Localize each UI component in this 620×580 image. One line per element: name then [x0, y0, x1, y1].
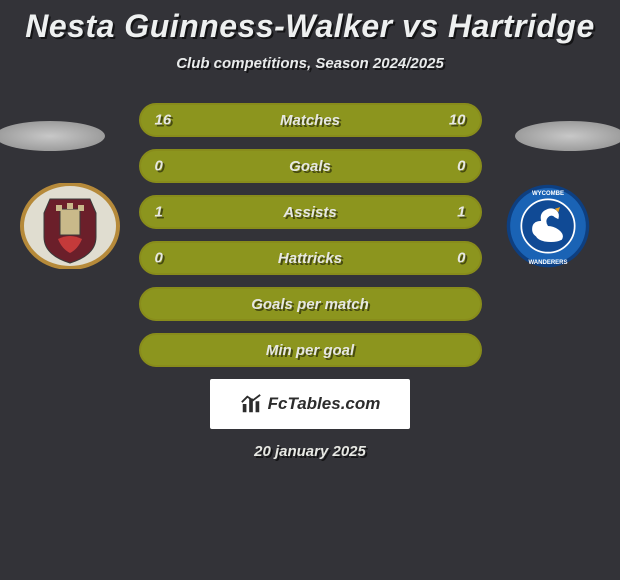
stat-label: Hattricks [278, 250, 342, 267]
stat-label: Matches [280, 112, 340, 129]
date-line: 20 january 2025 [0, 443, 620, 461]
brand-text: FcTables.com [268, 394, 381, 414]
stat-row-goals-per-match: Goals per match [139, 287, 482, 321]
stat-row-goals: 0 Goals 0 [139, 149, 482, 183]
stat-row-hattricks: 0 Hattricks 0 [139, 241, 482, 275]
stat-label: Goals [289, 158, 331, 175]
chart-icon [240, 393, 262, 415]
subtitle: Club competitions, Season 2024/2025 [0, 55, 620, 73]
stat-right-value: 10 [449, 112, 466, 129]
stat-label: Goals per match [251, 296, 369, 313]
stat-left-value: 0 [155, 158, 163, 175]
stat-left-value: 1 [155, 204, 163, 221]
stat-label: Min per goal [266, 342, 354, 359]
svg-text:WANDERERS: WANDERERS [528, 260, 567, 266]
club-badge-right: WYCOMBE WANDERERS [498, 183, 598, 269]
wycombe-badge-svg: WYCOMBE WANDERERS [498, 183, 598, 269]
player-ellipse-right [515, 121, 620, 151]
title-text: Nesta Guinness-Walker vs Hartridge [25, 8, 595, 44]
page-title: Nesta Guinness-Walker vs Hartridge [0, 0, 620, 45]
svg-text:WYCOMBE: WYCOMBE [532, 191, 564, 197]
stat-row-matches: 16 Matches 10 [139, 103, 482, 137]
stat-bars: 16 Matches 10 0 Goals 0 1 Assists 1 0 Ha… [139, 103, 482, 367]
northampton-badge-svg [20, 183, 120, 269]
date-text: 20 january 2025 [254, 443, 366, 460]
stats-area: WYCOMBE WANDERERS 16 Matches 10 0 Goals … [0, 103, 620, 461]
brand-box: FcTables.com [210, 379, 410, 429]
stat-row-min-per-goal: Min per goal [139, 333, 482, 367]
stat-left-value: 16 [155, 112, 172, 129]
stat-left-value: 0 [155, 250, 163, 267]
player-ellipse-left [0, 121, 105, 151]
stat-right-value: 1 [457, 204, 465, 221]
club-badge-left [20, 183, 120, 269]
stat-right-value: 0 [457, 250, 465, 267]
stat-label: Assists [283, 204, 336, 221]
stat-row-assists: 1 Assists 1 [139, 195, 482, 229]
subtitle-text: Club competitions, Season 2024/2025 [176, 55, 444, 72]
stat-right-value: 0 [457, 158, 465, 175]
